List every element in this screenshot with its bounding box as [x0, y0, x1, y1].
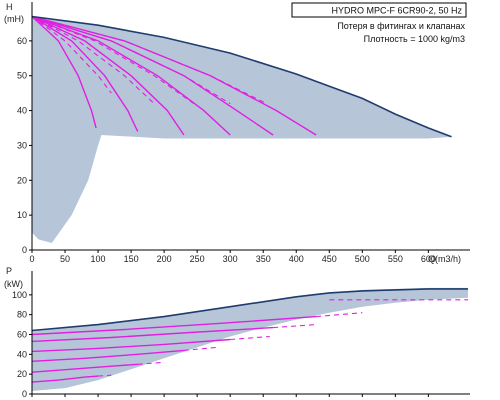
dashed-curve-2-6: [316, 312, 363, 318]
info-box-line1: Потеря в фитингах и клапанах: [337, 21, 465, 31]
max-curve-2: [31, 288, 468, 332]
y-tick-label: 0: [22, 245, 27, 255]
x-tick-label: 600: [421, 254, 436, 264]
y-tick-label: 0: [22, 389, 27, 399]
head-axis-label-unit: (mH): [4, 14, 24, 24]
curve-2-1: [31, 375, 99, 383]
dashed-curve-1-5: [31, 15, 267, 105]
y-tick-label: 40: [17, 106, 27, 116]
y-tick-label: 40: [17, 349, 27, 359]
dashed-curve-2-3: [183, 346, 218, 351]
info-box: HYDRO MPC-F 6CR90-2, 50 Hz Потеря в фити…: [291, 2, 467, 44]
dashed-curve-2-1: [98, 374, 112, 377]
info-box-line2: Плотность = 1000 kg/m3: [364, 34, 465, 44]
x-tick-label: 300: [223, 254, 238, 264]
dashed-curve-2-5: [273, 324, 317, 329]
max-curve-1: [31, 15, 452, 138]
operating-envelope: [32, 287, 468, 391]
curve-2-4: [31, 338, 231, 353]
curve-2-2: [31, 363, 138, 373]
dashed-curve-2-2: [137, 361, 165, 365]
dashed-curve-1-2: [31, 16, 155, 105]
curve-1-2: [31, 15, 139, 132]
curve-1-4: [31, 15, 231, 136]
curve-2-5: [31, 326, 274, 343]
curve-1-1: [31, 15, 97, 129]
x-tick-label: 350: [256, 254, 271, 264]
curve-2-6: [31, 315, 317, 336]
x-tick-label: 400: [289, 254, 304, 264]
y-tick-label: 80: [17, 310, 27, 320]
power-axis-label-top: P: [6, 266, 12, 276]
x-tick-label: 200: [157, 254, 172, 264]
x-tick-label: 50: [60, 254, 70, 264]
y-tick-label: 100: [12, 290, 27, 300]
dashed-curve-1-1: [31, 16, 112, 94]
power-axis-label-unit: (kW): [4, 279, 23, 289]
dashed-curve-1-3: [31, 15, 195, 105]
y-tick-label: 20: [17, 369, 27, 379]
head-axis-label-top: H: [6, 2, 13, 12]
info-box-frame: [291, 2, 467, 18]
x-tick-label: 450: [322, 254, 337, 264]
flow-axis-label: Q(m3/h): [428, 254, 461, 264]
x-tick-label: 250: [190, 254, 205, 264]
info-box-title: HYDRO MPC-F 6CR90-2, 50 Hz: [331, 6, 462, 16]
dashed-curve-2-4: [230, 335, 270, 341]
y-tick-label: 50: [17, 71, 27, 81]
y-tick-label: 60: [17, 330, 27, 340]
y-tick-label: 60: [17, 36, 27, 46]
curve-2-3: [31, 349, 184, 362]
x-tick-label: 150: [124, 254, 139, 264]
y-tick-label: 30: [17, 140, 27, 150]
operating-envelope: [32, 16, 452, 243]
curve-1-3: [31, 15, 185, 136]
dashed-curve-1-4: [31, 15, 231, 105]
x-tick-label: 100: [91, 254, 106, 264]
x-tick-label: 500: [355, 254, 370, 264]
power-chart: 0 20 40 60 80 100: [12, 271, 470, 399]
y-tick-label: 20: [17, 175, 27, 185]
x-tick-label: 0: [29, 254, 34, 264]
x-tick-label: 550: [388, 254, 403, 264]
y-tick-label: 10: [17, 210, 27, 220]
